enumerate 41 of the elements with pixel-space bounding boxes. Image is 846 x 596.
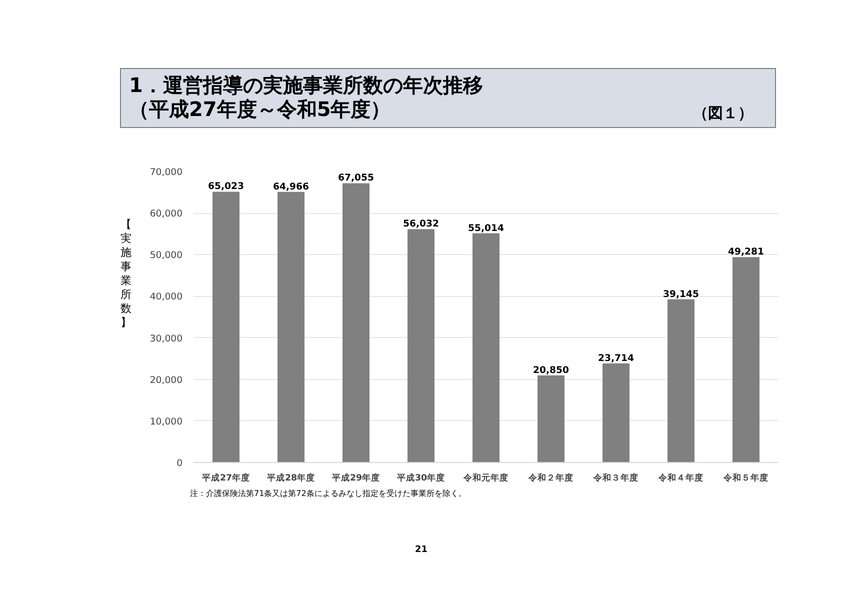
y-tick-label: 30,000 — [150, 333, 183, 344]
x-tick-label: 令和３年度 — [592, 472, 638, 484]
bar — [212, 192, 240, 462]
x-tick-label: 平成28年度 — [266, 472, 316, 484]
bar — [538, 375, 564, 462]
y-tick-label: 40,000 — [150, 292, 183, 303]
text: 注：介護保険法第71条又は第72条によるみなし指定を受けた事業所を除く。 — [190, 488, 466, 500]
data-label: 39,145 — [663, 288, 699, 300]
bar — [472, 233, 500, 462]
text: 21 — [415, 544, 428, 558]
data-label: 20,850 — [533, 364, 570, 376]
y-tick-label: 20,000 — [150, 374, 183, 386]
text: （図１） — [693, 103, 753, 124]
data-label: 55,014 — [468, 222, 505, 234]
x-tick-label: 平成30年度 — [396, 472, 446, 484]
bar — [732, 257, 760, 462]
bar — [342, 183, 370, 462]
data-label: 64,966 — [273, 181, 309, 192]
x-tick-label: 平成29年度 — [330, 472, 380, 484]
y-tick-label: 60,000 — [150, 208, 183, 220]
bar — [668, 299, 694, 462]
data-label: 49,281 — [728, 246, 764, 258]
y-tick-label: 10,000 — [150, 416, 183, 428]
data-label: 23,714 — [598, 352, 635, 364]
x-tick-label: 平成27年度 — [200, 472, 250, 484]
y-axis-title: 【実施事業所数】 — [120, 218, 132, 330]
y-tick-label: 0 — [176, 458, 183, 469]
chart-subtitle: （平成27年度～令和5年度） — [129, 97, 391, 121]
x-tick-label: 令和５年度 — [722, 472, 768, 484]
y-tick-label: 50,000 — [150, 250, 183, 262]
y-tick-label: 70,000 — [150, 167, 183, 178]
data-label: 56,032 — [403, 218, 439, 230]
data-label: 67,055 — [338, 172, 374, 184]
x-tick-label: 令和４年度 — [658, 472, 704, 484]
bar — [408, 229, 434, 462]
chart-title: 1．運営指導の実施事業所数の年次推移 — [129, 73, 484, 97]
bar — [602, 363, 630, 462]
x-tick-label: 令和元年度 — [462, 472, 508, 484]
data-label: 65,023 — [208, 181, 244, 192]
bar — [278, 192, 304, 462]
x-tick-label: 令和２年度 — [528, 472, 574, 484]
